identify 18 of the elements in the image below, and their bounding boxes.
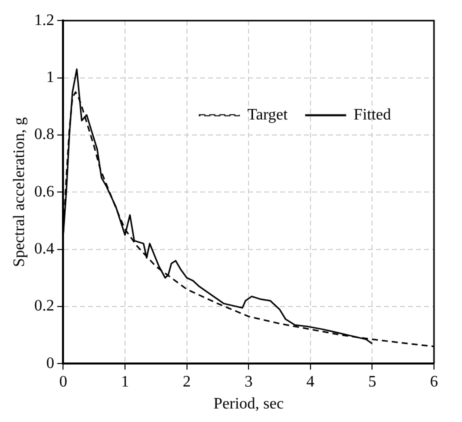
- y-tick-label: 0.6: [34, 183, 54, 200]
- y-tick-label: 0: [46, 354, 54, 372]
- y-tick-label: 0.2: [34, 298, 54, 315]
- x-tick-label: 5: [368, 373, 376, 390]
- x-tick-label: 3: [244, 373, 253, 390]
- x-axis-title: Period, sec: [214, 396, 284, 413]
- y-tick-label: 0.4: [34, 240, 54, 258]
- x-tick-label: 4: [306, 373, 314, 390]
- y-tick-label: 1: [46, 68, 54, 86]
- y-tick-label: 0.8: [34, 126, 54, 144]
- y-axis-title: Spectral acceleration, g: [10, 117, 28, 267]
- x-tick-label: 0: [59, 373, 68, 390]
- y-tick-label: 1.2: [34, 12, 54, 29]
- x-tick-label: 2: [182, 373, 191, 390]
- x-tick-label: 6: [430, 373, 438, 390]
- legend-label: Fitted: [354, 106, 392, 124]
- legend-label: Target: [247, 106, 288, 124]
- x-tick-label: 1: [121, 373, 129, 390]
